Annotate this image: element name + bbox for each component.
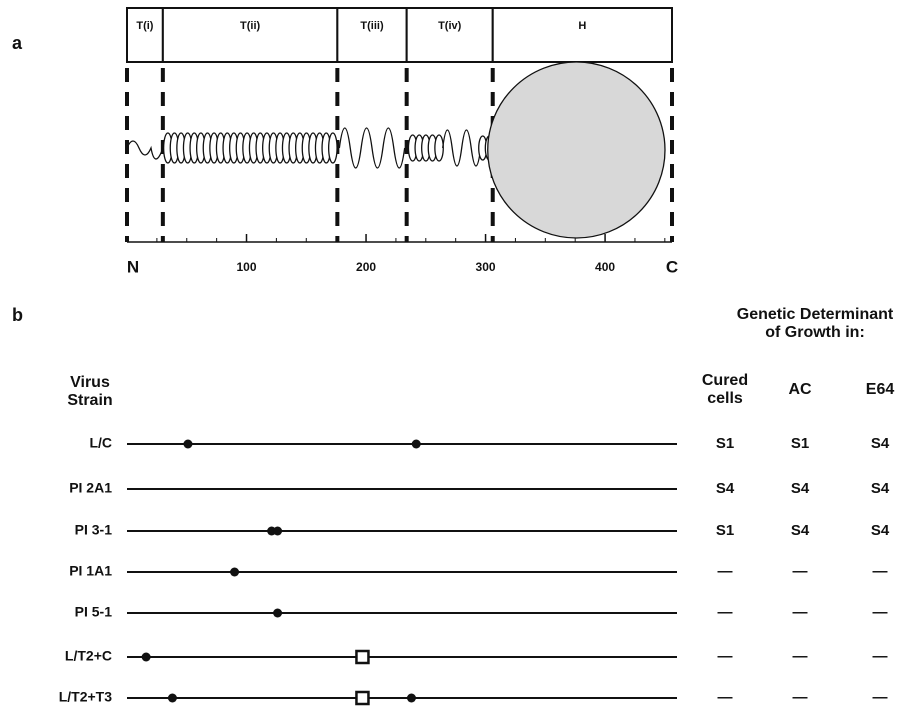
tick-label: 400 xyxy=(595,260,615,274)
determinant: S4 xyxy=(791,480,810,497)
mutation-dot xyxy=(273,609,282,618)
strain-name: PI 2A1 xyxy=(69,480,112,496)
domain-box xyxy=(127,8,163,62)
tick-label: 100 xyxy=(237,260,257,274)
determinant: S1 xyxy=(791,435,809,452)
determinant: — xyxy=(793,604,808,621)
head-domain xyxy=(488,62,665,238)
domain-box xyxy=(493,8,672,62)
domain-label: T(i) xyxy=(136,20,153,32)
determinant: S4 xyxy=(871,480,890,497)
strain-header-line: Virus xyxy=(70,374,110,391)
determinant: S4 xyxy=(871,435,890,452)
strain-name: PI 3-1 xyxy=(75,522,113,538)
mutation-dot xyxy=(273,527,282,536)
determinant: — xyxy=(718,689,733,706)
figure: a T(i) T(ii) T(iii) T(iv) H 100 200 300 400 N Cb Gen… xyxy=(0,0,917,708)
determinant: S4 xyxy=(716,480,735,497)
coil-ti xyxy=(127,141,163,159)
n-terminus: N xyxy=(127,257,139,276)
column-header-line: Cured xyxy=(702,372,748,389)
panel-label: a xyxy=(12,33,23,53)
determinant: — xyxy=(873,563,888,580)
strain-name: L/T2+C xyxy=(65,648,112,664)
determinant-header-line: Genetic Determinant xyxy=(737,306,894,323)
strain-header-line: Strain xyxy=(67,392,112,409)
domain-label: T(iii) xyxy=(360,20,384,32)
domain-label: T(ii) xyxy=(240,20,260,32)
mutation-square xyxy=(356,692,368,704)
determinant: — xyxy=(718,563,733,580)
panel-label: b xyxy=(12,305,23,325)
mutation-dot xyxy=(142,653,151,662)
domain-label: T(iv) xyxy=(438,20,462,32)
strain-name: PI 1A1 xyxy=(69,563,112,579)
mutation-dot xyxy=(230,568,239,577)
determinant: S1 xyxy=(716,522,734,539)
determinant: — xyxy=(793,648,808,665)
mutation-dot xyxy=(183,440,192,449)
tick-label: 300 xyxy=(476,260,496,274)
strand-tiv xyxy=(443,130,481,166)
domain-box xyxy=(163,8,337,62)
determinant: — xyxy=(873,689,888,706)
column-header: E64 xyxy=(866,381,895,398)
domain-box xyxy=(337,8,406,62)
domain-box xyxy=(407,8,493,62)
determinant: — xyxy=(873,604,888,621)
helix-turn xyxy=(329,133,337,163)
column-header-line: cells xyxy=(707,390,743,407)
strand-tiii xyxy=(339,128,404,168)
determinant: — xyxy=(718,604,733,621)
column-header: AC xyxy=(788,381,812,398)
mutation-dot xyxy=(168,694,177,703)
tick-label: 200 xyxy=(356,260,376,274)
determinant: — xyxy=(718,648,733,665)
determinant: — xyxy=(793,689,808,706)
strain-name: L/C xyxy=(89,435,112,451)
determinant-header-line: of Growth in: xyxy=(765,324,865,341)
determinant: S4 xyxy=(791,522,810,539)
structure xyxy=(127,62,665,238)
c-terminus: C xyxy=(666,257,678,276)
determinant: S4 xyxy=(871,522,890,539)
mutation-dot xyxy=(412,440,421,449)
determinant: — xyxy=(873,648,888,665)
mutation-dot xyxy=(407,694,416,703)
mutation-square xyxy=(356,651,368,663)
domain-label: H xyxy=(578,20,586,32)
determinant: S1 xyxy=(716,435,734,452)
helix-turn xyxy=(435,135,443,161)
strain-name: PI 5-1 xyxy=(75,604,113,620)
determinant: — xyxy=(793,563,808,580)
strain-name: L/T2+T3 xyxy=(59,689,113,705)
